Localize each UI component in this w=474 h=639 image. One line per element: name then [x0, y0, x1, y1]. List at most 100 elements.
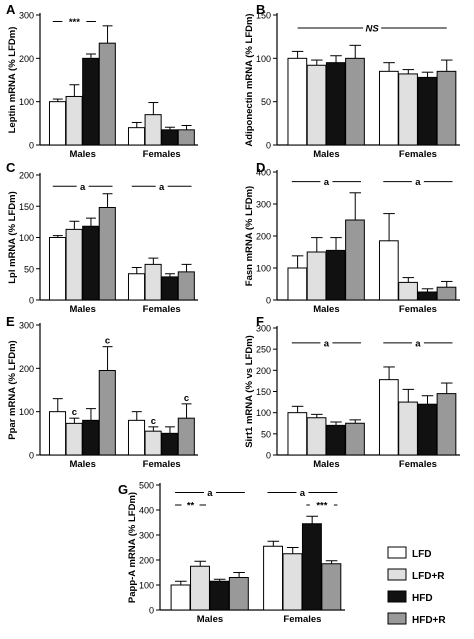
panel-f-category-label: Females: [399, 459, 437, 470]
legend-swatch: [387, 612, 407, 625]
panel-d-letter: D: [256, 160, 265, 175]
panel-g-bar: [170, 584, 191, 611]
panel-d-bar: [325, 249, 346, 301]
panel-d-bar: [417, 291, 438, 301]
panel-e-bar: [177, 417, 195, 456]
panel-e-significance-mark: c: [72, 407, 77, 418]
panel-b-bar: [325, 62, 346, 146]
panel-f-y-tick-label: 200: [256, 366, 271, 376]
panel-b-y-tick-label: 50: [261, 97, 271, 107]
panel-e-category-label: Males: [69, 459, 95, 470]
panel-d-bar: [398, 281, 418, 301]
panel-d-significance-label: a: [415, 177, 421, 188]
panel-c-y-tick-label: 50: [24, 264, 34, 274]
panel-f-bar: [417, 403, 438, 456]
panel-a-bar: [144, 114, 162, 146]
panel-f-bar: [306, 417, 327, 456]
panel-e-bar: [144, 430, 162, 456]
panel-a-bar: [161, 129, 179, 146]
panel-g-y-tick-label: 500: [139, 481, 154, 491]
panel-d-y-tick-label: 0: [266, 296, 271, 306]
panel-c-y-tick-label: 200: [19, 171, 34, 181]
panel-b-letter: B: [256, 2, 265, 17]
panel-e-y-tick-label: 200: [19, 364, 34, 374]
panel-g-category-label: Females: [283, 614, 321, 625]
panel-b-bar: [378, 70, 399, 146]
panel-a-y-tick-label: 100: [19, 97, 34, 107]
panel-f-y-tick-label: 50: [261, 429, 271, 439]
panel-a-bar: [82, 57, 100, 146]
panel-c-bar: [82, 225, 100, 301]
panel-d-significance-label: a: [324, 177, 330, 188]
panel-c-y-tick-label: 150: [19, 202, 34, 212]
panel-g-category-label: Males: [197, 614, 223, 625]
legend-swatch: [387, 568, 407, 581]
panel-b-y-tick-label: 150: [256, 11, 271, 21]
legend-label: LFD: [412, 549, 431, 560]
panel-e-bar: [127, 419, 146, 456]
panel-f-letter: F: [256, 314, 264, 329]
panel-g-y-tick-label: 100: [139, 581, 154, 591]
panel-e-letter: E: [6, 314, 15, 329]
panel-d-bar: [345, 219, 365, 301]
panel-c-bar: [127, 273, 146, 301]
panel-f-y-tick-label: 250: [256, 345, 271, 355]
legend-label: HFD+R: [412, 615, 446, 626]
panel-c-category-label: Females: [143, 304, 181, 315]
panel-e-y-tick-label: 100: [19, 407, 34, 417]
panel-e-significance-mark: c: [151, 416, 156, 427]
panel-b-y-axis-label: Adiponectin mRNA (% LFDm): [244, 13, 255, 146]
panel-c-y-axis-label: Lpl mRNA (% LFDm): [7, 191, 18, 284]
panel-f-y-tick-label: 0: [266, 451, 271, 461]
panel-g-significance-label: **: [187, 501, 195, 512]
panel-b-y-tick-label: 0: [266, 141, 271, 151]
panel-a-y-axis-label: Leptin mRNA (% LFDm): [7, 27, 18, 134]
panel-d-y-tick-label: 400: [256, 168, 271, 178]
panel-c-category-label: Males: [69, 304, 95, 315]
panel-f-y-tick-label: 100: [256, 408, 271, 418]
panel-f-bar: [436, 393, 457, 456]
panel-a-y-tick-label: 300: [19, 11, 34, 21]
panel-a-letter: A: [6, 2, 16, 17]
panel-g-bar: [209, 580, 230, 611]
panel-g-y-tick-label: 200: [139, 556, 154, 566]
panel-a-bar: [65, 95, 83, 146]
legend: LFD LFD+R HFD HFD+R: [387, 546, 446, 626]
panel-g-bar: [301, 523, 322, 611]
panel-f-significance-label: a: [415, 338, 421, 349]
panel-a-category-label: Females: [143, 149, 181, 160]
panel-c-bar: [98, 207, 116, 301]
panel-g-bar: [282, 553, 303, 611]
panel-d-y-tick-label: 200: [256, 232, 271, 242]
panel-b-significance-label: NS: [366, 24, 380, 35]
panel-b-bar: [436, 70, 457, 146]
panel-f-bar: [398, 401, 418, 456]
panel-b-category-label: Females: [399, 149, 437, 160]
panel-e-category-label: Females: [143, 459, 181, 470]
panel-g-y-tick-label: 300: [139, 531, 154, 541]
panel-c-letter: C: [6, 160, 16, 175]
panel-c-bar: [161, 276, 179, 301]
legend-swatch: [387, 590, 407, 603]
panel-e-bar: [48, 411, 67, 456]
legend-swatch: [387, 546, 407, 559]
panel-e-bar: [82, 419, 100, 456]
panel-c-y-tick-label: 0: [29, 296, 34, 306]
panel-g-bar: [321, 563, 342, 611]
panel-e-y-axis-label: Ppar mRNA (% LFDm): [7, 340, 18, 439]
panel-g-bar: [190, 565, 210, 611]
panel-e-bar: [65, 422, 83, 456]
panel-d-category-label: Males: [313, 304, 339, 315]
panel-d-bar: [306, 251, 327, 301]
panel-b-bar: [398, 73, 418, 146]
panel-e-y-tick-label: 0: [29, 451, 34, 461]
panel-d-y-tick-label: 300: [256, 200, 271, 210]
panel-f-bar: [287, 412, 308, 456]
